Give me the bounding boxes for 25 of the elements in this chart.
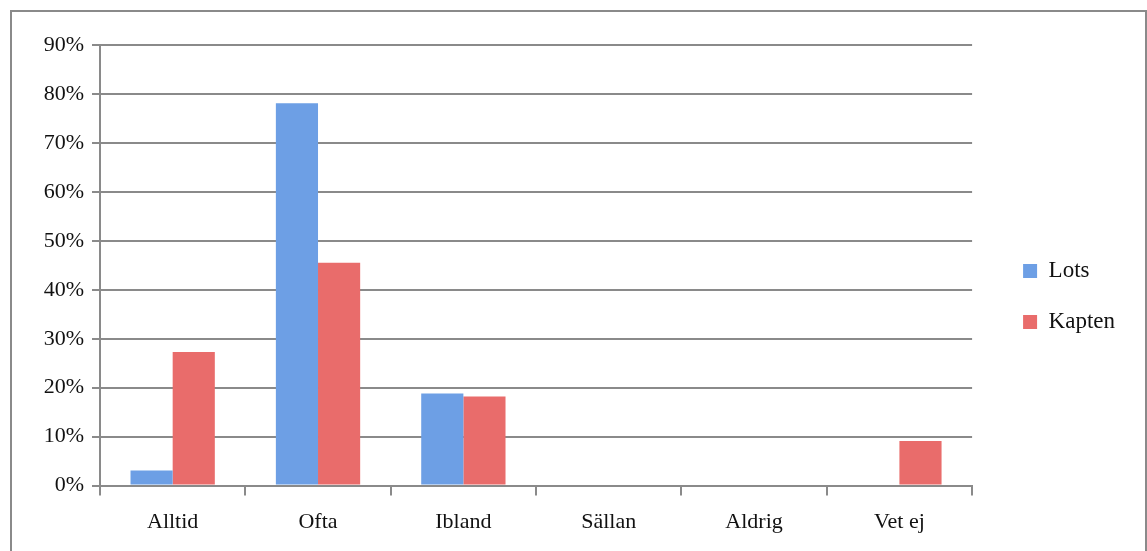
y-tick-label: 10% (43, 422, 84, 448)
legend-label: Kapten (1048, 308, 1116, 334)
bar (421, 393, 464, 485)
y-tick-label: 30% (43, 324, 84, 350)
x-tick-label: Ofta (298, 507, 338, 533)
x-tick-label: Ibland (435, 507, 492, 533)
y-tick-label: 70% (43, 128, 84, 154)
y-tick-label: 50% (43, 226, 84, 252)
x-tick-label: Vet ej (874, 507, 925, 533)
x-tick-label: Alltid (147, 507, 199, 533)
y-tick-label: 20% (43, 373, 84, 399)
bar (463, 396, 506, 485)
bar (318, 262, 361, 485)
y-tick-label: 80% (43, 79, 84, 105)
bar (130, 470, 173, 485)
bar (172, 351, 215, 485)
y-tick-label: 40% (43, 275, 84, 301)
y-tick-label: 60% (43, 177, 84, 203)
y-tick-label: 0% (54, 471, 84, 497)
y-tick-label: 90% (43, 30, 84, 56)
x-tick-label: Sällan (581, 507, 637, 533)
legend-label: Lots (1048, 257, 1090, 283)
bar (275, 103, 319, 485)
bar (899, 441, 942, 485)
x-tick-label: Aldrig (725, 507, 783, 533)
